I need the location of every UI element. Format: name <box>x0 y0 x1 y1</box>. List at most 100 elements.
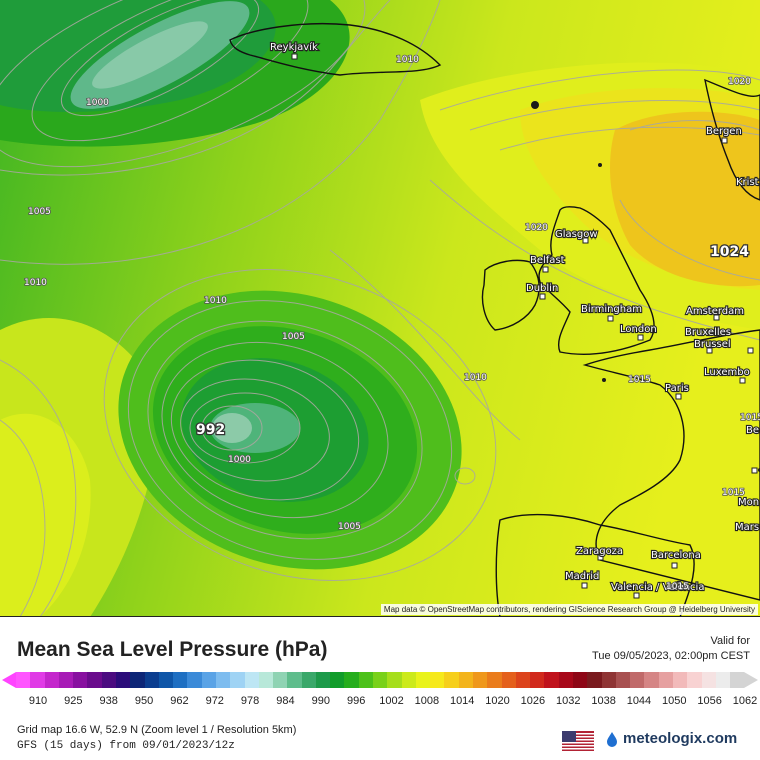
city-label: Reykjavík <box>270 41 318 53</box>
color-swatch <box>358 672 374 688</box>
isobar-label: 1015 <box>740 413 760 423</box>
city-label: Brussel <box>694 339 731 350</box>
isobar-label: 1005 <box>282 332 305 342</box>
legend-left-arrow-icon <box>2 672 16 688</box>
city-markers <box>291 53 758 599</box>
color-swatch <box>544 672 559 688</box>
east-high-core <box>610 111 760 287</box>
city-label: Valencia / València <box>611 581 704 593</box>
legend-right-arrow-icon <box>744 672 758 688</box>
color-scale-tick: 1026 <box>520 695 546 707</box>
pressure-map[interactable]: Reykjavík Bergen Krist Glasgow Belfast D… <box>0 0 760 617</box>
city-label: Bruxelles <box>685 327 731 338</box>
isobar-label: 1010 <box>24 278 47 288</box>
city-label: Madrid <box>565 571 599 582</box>
low-center-label: 992 <box>196 422 225 438</box>
isobar-label: 1010 <box>204 296 227 306</box>
color-swatch <box>672 672 688 688</box>
color-swatch <box>215 672 231 688</box>
color-swatch <box>258 672 274 688</box>
city-label: Barcelona <box>651 550 701 561</box>
city-label: London <box>620 324 657 335</box>
color-scale-tick: 978 <box>240 695 260 707</box>
color-scale-tick: 962 <box>170 695 189 707</box>
us-flag-icon[interactable] <box>562 731 594 751</box>
color-scale-tick: 1038 <box>591 695 616 707</box>
color-swatch <box>644 672 659 688</box>
color-swatch <box>487 672 502 688</box>
isobar-label: 1020 <box>525 223 548 233</box>
color-swatch <box>373 672 388 688</box>
city-label: Mon <box>738 497 759 508</box>
color-scale-tick: 1014 <box>449 695 475 707</box>
color-swatch <box>115 672 131 688</box>
color-swatch <box>201 672 216 688</box>
isobars <box>0 0 760 617</box>
color-swatch <box>301 672 316 688</box>
city-label: Zaragoza <box>576 546 623 557</box>
color-swatch <box>387 672 402 688</box>
city-label: Be <box>746 425 759 436</box>
color-scale <box>16 672 745 688</box>
color-scale-tick: 1044 <box>626 695 652 707</box>
color-scale-tick: 1002 <box>379 695 404 707</box>
color-swatch <box>587 672 602 688</box>
color-swatch <box>230 672 245 688</box>
city-label: Mars <box>735 522 759 533</box>
map-attribution[interactable]: Map data © OpenStreetMap contributors, r… <box>380 604 758 615</box>
city-label: Belfast <box>530 255 565 266</box>
isobar-label: 1005 <box>338 522 361 532</box>
color-swatch <box>558 672 573 688</box>
color-scale-tick: 984 <box>276 695 295 707</box>
color-swatch <box>244 672 259 688</box>
color-scale-tick: 938 <box>99 695 118 707</box>
color-swatch <box>444 672 459 688</box>
city-label: Luxembo <box>704 367 750 378</box>
isobar-label: 1005 <box>28 207 51 217</box>
central-low-center <box>212 413 252 443</box>
color-swatch <box>630 672 645 688</box>
color-swatch <box>130 672 145 688</box>
isobar-label: 1000 <box>86 98 109 108</box>
color-scale-tick: 925 <box>64 695 83 707</box>
color-swatch <box>87 672 102 688</box>
color-swatch <box>73 672 88 688</box>
sw-high-core <box>0 413 91 617</box>
color-swatch <box>58 672 74 688</box>
city-label: Paris <box>665 383 689 394</box>
color-scale-tick: 910 <box>28 695 48 707</box>
city-label: Glasgow <box>555 229 598 240</box>
color-scale-tick: 996 <box>346 695 366 707</box>
color-scale-tick: 990 <box>311 695 330 707</box>
color-swatch <box>601 672 616 688</box>
color-scale-tick: 972 <box>205 695 224 707</box>
grid-info: Grid map 16.6 W, 52.9 N (Zoom level 1 / … <box>17 724 297 736</box>
color-swatch <box>658 672 673 688</box>
color-scale-tick: 1062 <box>732 695 758 707</box>
color-swatch <box>173 672 188 688</box>
color-swatch <box>530 672 545 688</box>
color-scale-tick: 1020 <box>485 695 510 707</box>
isobar-label: 1000 <box>228 455 251 465</box>
isobar-label: 1015 <box>666 582 689 592</box>
color-swatch <box>401 672 416 688</box>
color-swatch <box>501 672 516 688</box>
color-swatch <box>415 672 431 688</box>
color-swatch <box>715 672 731 688</box>
color-scale-tick: 950 <box>134 695 154 707</box>
islands <box>531 101 760 472</box>
isobar-label: 1015 <box>628 375 651 385</box>
isobar-label: 1015 <box>722 488 745 498</box>
map-title: Mean Sea Level Pressure (hPa) <box>17 638 328 661</box>
color-swatch <box>515 672 531 688</box>
color-swatch <box>344 672 359 688</box>
color-scale-tick: 1008 <box>414 695 440 707</box>
color-swatch <box>144 672 159 688</box>
color-swatch <box>30 672 45 688</box>
color-swatch <box>458 672 473 688</box>
valid-time: Tue 09/05/2023, 02:00pm CEST <box>592 650 750 662</box>
meteologix-logo[interactable]: meteologix.com <box>604 730 737 747</box>
color-swatch <box>287 672 302 688</box>
color-swatch <box>16 672 31 688</box>
city-label: Bergen <box>706 126 742 137</box>
